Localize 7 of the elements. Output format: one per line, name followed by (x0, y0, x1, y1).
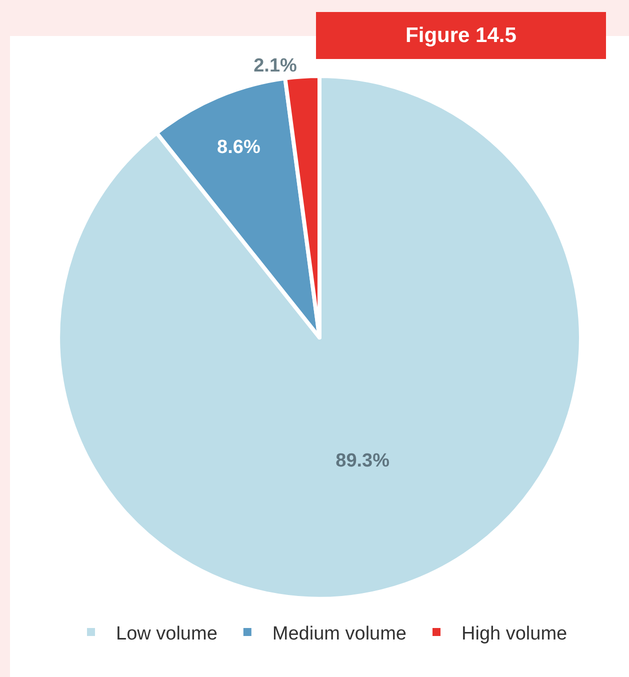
data-label: 8.6% (217, 137, 260, 158)
legend-label: High volume (462, 623, 568, 644)
chart-title: Figure 14.5 (316, 12, 606, 59)
legend-label: Medium volume (272, 623, 406, 644)
data-label: 2.1% (254, 56, 298, 77)
legend-label: Low volume (116, 623, 218, 644)
data-label: 89.3% (336, 450, 390, 472)
